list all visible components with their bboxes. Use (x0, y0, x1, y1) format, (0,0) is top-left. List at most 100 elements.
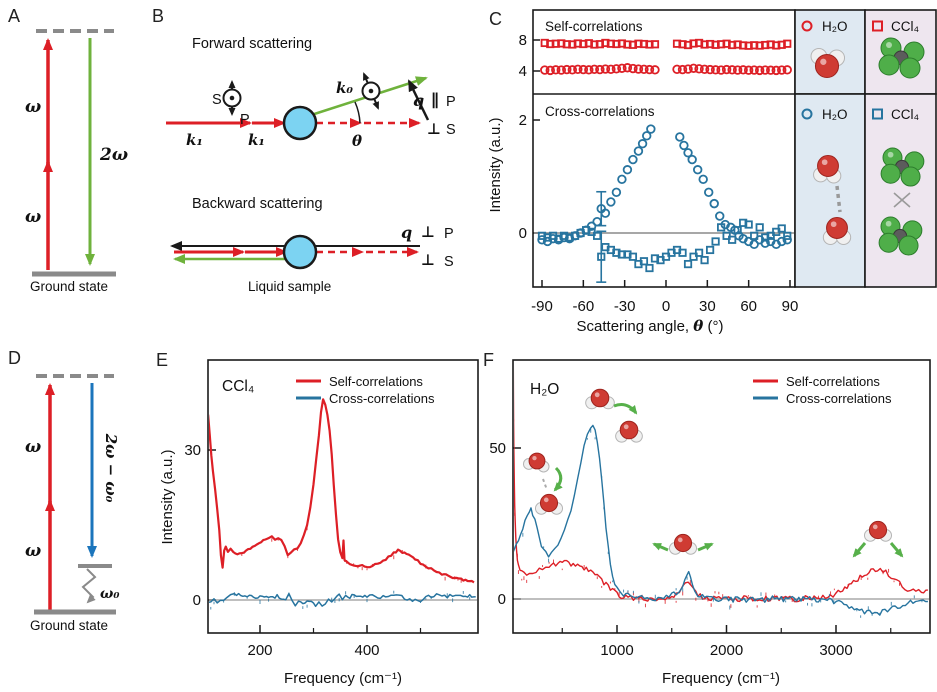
data-point-circle (650, 65, 660, 75)
x-tick-label: -30 (614, 298, 636, 315)
oxygen-atom (619, 420, 639, 440)
data-point-circle (611, 64, 622, 74)
relaxation-squiggle-arrow (81, 568, 97, 604)
omega-label-upper: ω (25, 97, 41, 117)
p-polarization-label: P (240, 112, 250, 128)
chlorine-atom (900, 166, 921, 187)
data-point-circle (675, 132, 685, 142)
water-molecule-icon (863, 520, 893, 542)
sphere-highlight (677, 537, 683, 543)
no-correlation-cross-icon (893, 192, 911, 208)
data-point-square (628, 252, 638, 261)
data-point-circle (628, 63, 638, 74)
data-point-square (694, 248, 704, 257)
legend-h2o-cross-label: H₂O (822, 107, 848, 122)
x-tick-label: -90 (531, 298, 553, 315)
x-axis-label: Scattering angle, θ (°) (577, 317, 724, 335)
theta-angle-arc (354, 101, 361, 124)
x-tick-label: 400 (354, 642, 379, 659)
x-tick-label: 2000 (710, 642, 743, 659)
data-point-circle (749, 65, 759, 75)
q-vector-arrow (407, 79, 430, 121)
x-tick-label: 60 (740, 298, 757, 315)
x-tick-label: 30 (699, 298, 716, 315)
ccl4-molecule-icon (878, 37, 925, 79)
series-group (540, 38, 792, 76)
data-point-circle (766, 65, 776, 75)
legend-h2o-self-label: H₂O (822, 19, 848, 34)
series-line-self (209, 398, 475, 584)
data-point-circle (683, 64, 693, 74)
liquid-sample-circle-back (282, 234, 318, 270)
data-point-circle (617, 174, 627, 185)
panel-d-letter: D (8, 348, 21, 368)
p-label-back: P (444, 226, 454, 242)
sphere-highlight (887, 151, 894, 158)
data-point-square (744, 220, 753, 229)
data-point-circle (540, 65, 550, 75)
q-label-back: q (401, 223, 412, 242)
data-point-circle (677, 64, 688, 75)
data-point-circle (628, 154, 638, 165)
data-point-circle (688, 63, 699, 73)
panel-a-letter: A (8, 6, 20, 26)
x-tick-label: 1000 (600, 642, 633, 659)
y-tick-label: 2 (519, 112, 527, 129)
panel-e-letter: E (156, 350, 168, 370)
data-point-circle (732, 65, 743, 75)
data-point-circle (782, 65, 792, 75)
polarization-dot (229, 95, 235, 101)
data-point-square (597, 252, 606, 261)
x-axis-label: Frequency (cm⁻¹) (662, 670, 780, 687)
k0-label: k₀ (336, 79, 353, 97)
s-label-back: S (444, 254, 454, 270)
data-point-circle (633, 146, 644, 156)
legend-cell-h2o-self (794, 9, 866, 95)
liquid-sample-circle (282, 105, 318, 141)
chlorine-atom (880, 163, 901, 184)
data-point-circle (760, 65, 770, 75)
sphere-highlight (532, 455, 537, 461)
data-point-circle (716, 65, 726, 75)
data-point-circle (545, 65, 555, 76)
data-point-square (700, 256, 709, 265)
chlorine-atom (898, 235, 919, 256)
y-axis-label: Intensity (a.u.) (159, 449, 176, 544)
data-point-circle (600, 208, 611, 218)
s-label-forward: S (446, 122, 456, 138)
data-point-circle (606, 64, 616, 74)
data-point-square (645, 263, 654, 273)
data-point-square (683, 259, 693, 269)
parallel-symbol: ∥ (431, 92, 439, 109)
data-point-square (783, 39, 792, 48)
data-point-circle (562, 64, 572, 75)
series-line-cross (209, 592, 476, 608)
panel-e: E CCl₄ Self-correlations Cross-correlati… (156, 350, 479, 687)
bending-arrow-right-icon (697, 542, 714, 552)
x-tick-label: -60 (572, 298, 594, 315)
data-point-square (755, 223, 764, 232)
legend-marker-ccl4-self (872, 20, 883, 32)
y-tick-label: 0 (519, 225, 527, 242)
legend-self-label: Self-correlations (329, 374, 423, 389)
legend-cross-label: Cross-correlations (786, 391, 892, 406)
omega-label-upper: ω (25, 437, 41, 457)
legend-ccl4-cross-label: CCl₄ (891, 107, 919, 122)
data-point-circle (578, 64, 589, 75)
data-point-circle (606, 197, 616, 207)
panel-b-letter: B (152, 6, 164, 26)
water-molecule-icon (813, 155, 842, 184)
panel-a: A ω ω 2ω Ground state (8, 6, 128, 294)
molecule-illustrations-c (810, 37, 925, 256)
data-point-circle (727, 65, 737, 75)
data-point-circle (698, 174, 708, 185)
data-point-square (728, 235, 737, 244)
stretch-arrow-right-icon (889, 542, 904, 558)
legend-marker-h2o-self (801, 20, 813, 32)
data-point-circle (639, 64, 649, 74)
hydrogen-bond-dashed (542, 478, 548, 491)
data-point-circle (743, 65, 754, 75)
data-point-circle (760, 238, 770, 248)
chlorine-atom (878, 232, 899, 253)
